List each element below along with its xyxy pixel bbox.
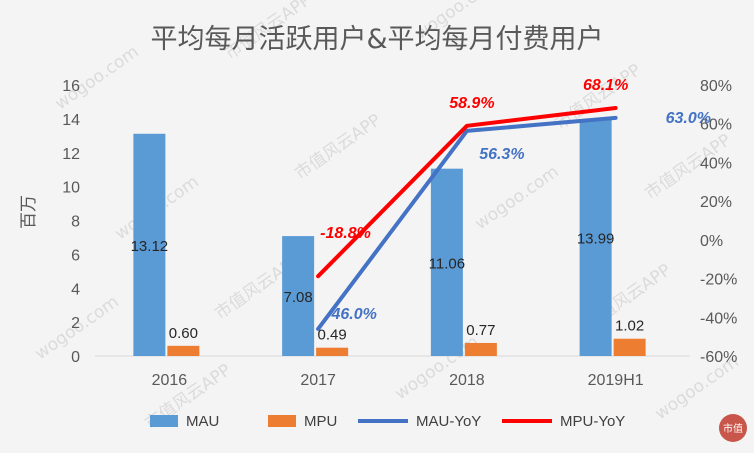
right-tick-label: 60%	[700, 117, 732, 134]
mpu-bar-label: 0.60	[169, 325, 198, 342]
mau-yoy-line	[316, 115, 618, 331]
left-tick-label: 14	[62, 112, 80, 129]
x-axis-categories: 2016 2017 2018 2019H1	[152, 372, 644, 389]
mau-bar-label: 13.12	[131, 238, 169, 255]
right-tick-label: -20%	[700, 272, 737, 289]
mpu-yoy-line	[316, 106, 618, 279]
x-category-label: 2018	[449, 372, 485, 389]
mau-yoy-label: 63.0%	[666, 110, 711, 127]
bars-group: 13.12 0.60 7.08 0.49 11.06 0.77 13.99 1.02	[131, 119, 646, 356]
mpu-bar	[167, 345, 200, 356]
mpu-yoy-label: -18.8%	[320, 225, 371, 242]
mpu-bar-label: 0.77	[466, 322, 495, 339]
right-tick-label: -60%	[700, 349, 737, 366]
watermark-text: 市值风云APP	[291, 110, 385, 184]
legend: MAU MPU MAU-YoY MPU-YoY	[150, 413, 625, 430]
mpu-yoy-label: 68.1%	[583, 77, 628, 94]
left-axis-ticks: 0 2 4 6 8 10 12 14 16	[62, 78, 80, 366]
mpu-bar-label: 0.49	[318, 327, 347, 344]
mpu-bar	[613, 338, 646, 356]
legend-label: MAU-YoY	[416, 413, 481, 430]
right-tick-label: 0%	[700, 233, 723, 250]
left-tick-label: 6	[71, 247, 80, 264]
x-category-label: 2017	[300, 372, 336, 389]
right-axis-ticks: -60% -40% -20% 0% 20% 40% 60% 80%	[700, 78, 737, 366]
mau-bar	[430, 168, 463, 356]
left-tick-label: 12	[62, 146, 80, 163]
left-tick-label: 10	[62, 180, 80, 197]
watermark-text: wogoo.com	[471, 162, 562, 234]
mau-yoy-label: 56.3%	[479, 146, 524, 163]
watermark-seal: 市值	[719, 414, 747, 442]
left-tick-label: 2	[71, 315, 80, 332]
legend-label: MPU-YoY	[560, 413, 625, 430]
mpu-bar	[464, 342, 497, 356]
left-tick-label: 4	[71, 281, 80, 298]
lines-group: -46.0% 56.3% 63.0% -18.8% 58.9% 68.1%	[316, 77, 711, 331]
mau-yoy-label: -46.0%	[326, 306, 377, 323]
seal-circle	[719, 414, 747, 442]
mpu-yoy-label: 58.9%	[449, 95, 494, 112]
mpu-bar-label: 1.02	[615, 318, 644, 335]
mau-bar	[579, 119, 612, 356]
mau-bar-label: 13.99	[577, 231, 615, 248]
legend-swatch	[268, 415, 296, 427]
mau-bar-label: 11.06	[429, 255, 465, 272]
left-tick-label: 16	[62, 78, 80, 95]
mpu-bar	[316, 347, 349, 356]
mau-bar	[282, 236, 315, 356]
x-category-label: 2016	[152, 372, 188, 389]
y-axis-label: 百万	[19, 195, 39, 229]
legend-swatch	[150, 415, 178, 427]
legend-label: MAU	[186, 413, 219, 430]
chart-title: 平均每月活跃用户&平均每月付费用户	[150, 24, 603, 55]
right-tick-label: -40%	[700, 310, 737, 327]
mau-bar	[133, 133, 166, 356]
right-tick-label: 20%	[700, 194, 732, 211]
right-tick-label: 80%	[700, 78, 732, 95]
legend-label: MPU	[304, 413, 337, 430]
mau-bar-label: 7.08	[284, 289, 313, 306]
right-tick-label: 40%	[700, 155, 732, 172]
x-category-label: 2019H1	[588, 372, 644, 389]
left-tick-label: 0	[71, 349, 80, 366]
left-tick-label: 8	[71, 214, 80, 231]
seal-text: 市值	[723, 422, 743, 435]
